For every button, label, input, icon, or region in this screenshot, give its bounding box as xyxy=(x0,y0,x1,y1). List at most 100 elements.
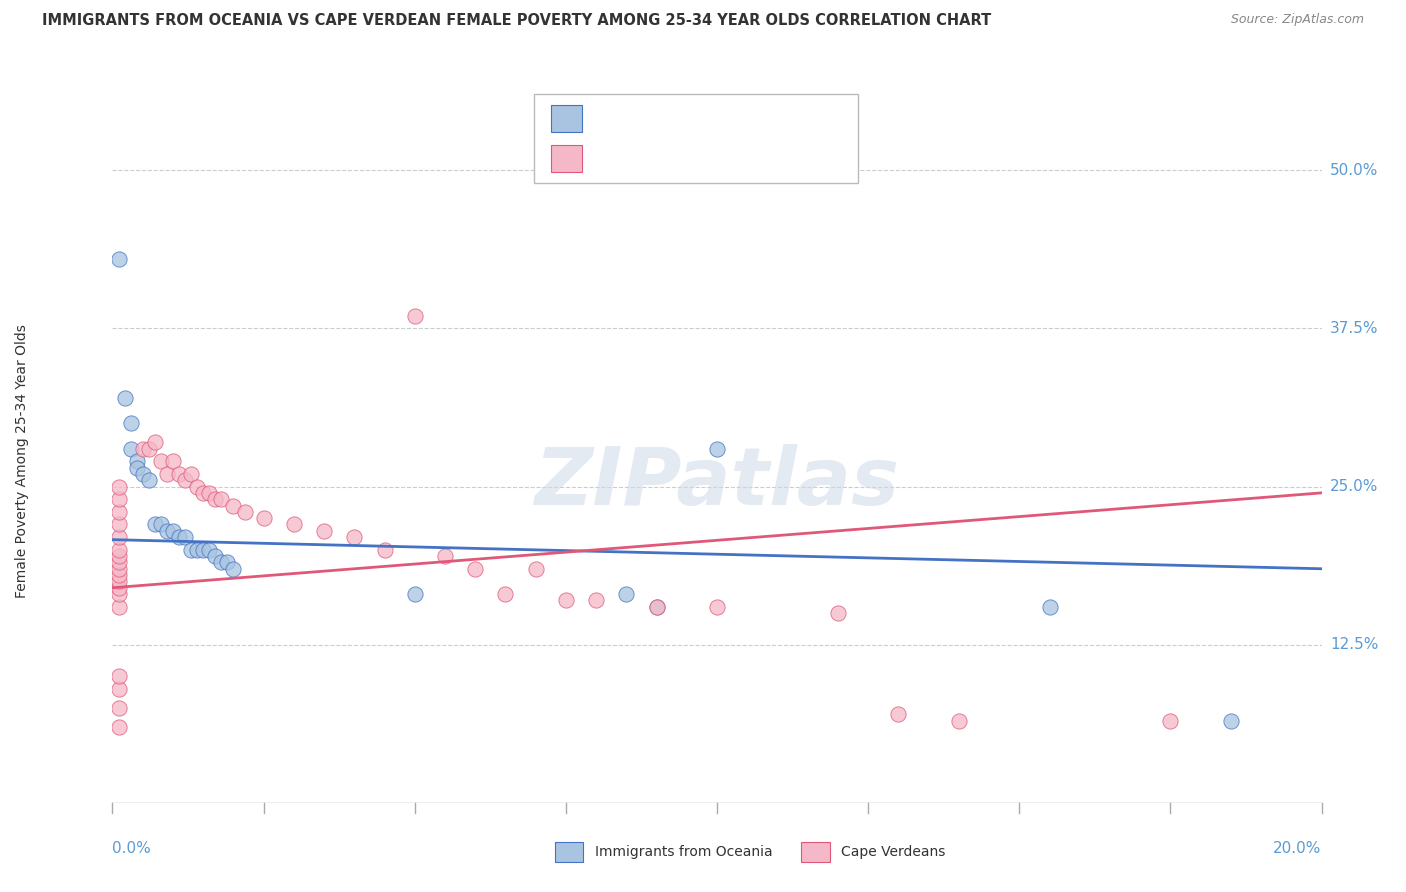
Point xyxy=(107,542,129,557)
Text: 25.0%: 25.0% xyxy=(1330,479,1378,494)
Point xyxy=(235,505,257,519)
Point xyxy=(616,587,638,601)
Point xyxy=(706,599,728,614)
Point xyxy=(138,442,160,456)
Point xyxy=(149,517,172,532)
Text: 0.0%: 0.0% xyxy=(112,841,152,855)
Text: R =: R = xyxy=(596,112,630,126)
Text: -0.055: -0.055 xyxy=(641,112,690,126)
Point xyxy=(404,587,426,601)
Point xyxy=(204,492,226,507)
Point xyxy=(156,524,179,538)
Point xyxy=(1038,599,1062,614)
Point xyxy=(283,517,305,532)
Point xyxy=(374,542,396,557)
Point xyxy=(645,599,668,614)
Point xyxy=(554,593,576,607)
Point xyxy=(107,574,129,589)
Point xyxy=(132,442,155,456)
Point xyxy=(217,556,239,570)
Point xyxy=(191,486,214,500)
Point xyxy=(209,492,232,507)
Text: IMMIGRANTS FROM OCEANIA VS CAPE VERDEAN FEMALE POVERTY AMONG 25-34 YEAR OLDS COR: IMMIGRANTS FROM OCEANIA VS CAPE VERDEAN … xyxy=(42,13,991,29)
Point xyxy=(1159,714,1181,728)
Text: 52: 52 xyxy=(779,152,799,166)
Text: ZIPatlas: ZIPatlas xyxy=(534,443,900,522)
Text: 0.208: 0.208 xyxy=(641,152,689,166)
Point xyxy=(125,454,148,468)
Point xyxy=(107,599,129,614)
Point xyxy=(827,606,849,620)
Point xyxy=(343,530,366,544)
Point xyxy=(107,701,129,715)
Point xyxy=(198,486,221,500)
Point xyxy=(209,556,232,570)
Point xyxy=(120,442,142,456)
Point xyxy=(404,309,426,323)
Point xyxy=(174,473,197,487)
Point xyxy=(645,599,668,614)
Point xyxy=(162,454,184,468)
Point xyxy=(524,562,547,576)
Point xyxy=(180,542,202,557)
Point xyxy=(143,435,166,450)
Text: R =: R = xyxy=(596,152,630,166)
Point xyxy=(107,530,129,544)
Text: 28: 28 xyxy=(779,112,799,126)
Text: 20.0%: 20.0% xyxy=(1274,841,1322,855)
Point xyxy=(167,530,190,544)
Point xyxy=(107,720,129,734)
Point xyxy=(120,417,142,431)
Point xyxy=(107,505,129,519)
Point xyxy=(156,467,179,481)
Point xyxy=(948,714,970,728)
Point xyxy=(433,549,456,563)
Point xyxy=(107,252,129,266)
Point xyxy=(1220,714,1243,728)
Point xyxy=(143,517,166,532)
Text: Immigrants from Oceania: Immigrants from Oceania xyxy=(595,845,772,859)
Text: Cape Verdeans: Cape Verdeans xyxy=(841,845,945,859)
Text: N =: N = xyxy=(723,112,766,126)
Point xyxy=(107,517,129,532)
Point xyxy=(167,467,190,481)
Point xyxy=(585,593,607,607)
Text: 12.5%: 12.5% xyxy=(1330,637,1378,652)
Point xyxy=(107,581,129,595)
Point xyxy=(198,542,221,557)
Point xyxy=(107,681,129,696)
Point xyxy=(107,568,129,582)
Point xyxy=(162,524,184,538)
Point xyxy=(495,587,517,601)
Point xyxy=(149,454,172,468)
Text: 37.5%: 37.5% xyxy=(1330,321,1378,336)
Point xyxy=(114,391,136,405)
Point xyxy=(107,549,129,563)
Text: N =: N = xyxy=(723,152,766,166)
Point xyxy=(186,542,208,557)
Point xyxy=(138,473,160,487)
Point xyxy=(174,530,197,544)
Point xyxy=(887,707,910,722)
Point xyxy=(107,669,129,683)
Point xyxy=(314,524,336,538)
Point xyxy=(107,479,129,493)
Point xyxy=(107,492,129,507)
Point xyxy=(253,511,276,525)
Point xyxy=(464,562,486,576)
Text: Female Poverty Among 25-34 Year Olds: Female Poverty Among 25-34 Year Olds xyxy=(15,325,28,599)
Point xyxy=(222,499,245,513)
Point xyxy=(180,467,202,481)
Text: Source: ZipAtlas.com: Source: ZipAtlas.com xyxy=(1230,13,1364,27)
Point xyxy=(132,467,155,481)
Point xyxy=(186,479,208,493)
Point xyxy=(107,587,129,601)
Point xyxy=(107,562,129,576)
Text: 50.0%: 50.0% xyxy=(1330,163,1378,178)
Point xyxy=(706,442,728,456)
Point xyxy=(204,549,226,563)
Point xyxy=(125,460,148,475)
Point xyxy=(107,556,129,570)
Point xyxy=(191,542,214,557)
Point xyxy=(222,562,245,576)
